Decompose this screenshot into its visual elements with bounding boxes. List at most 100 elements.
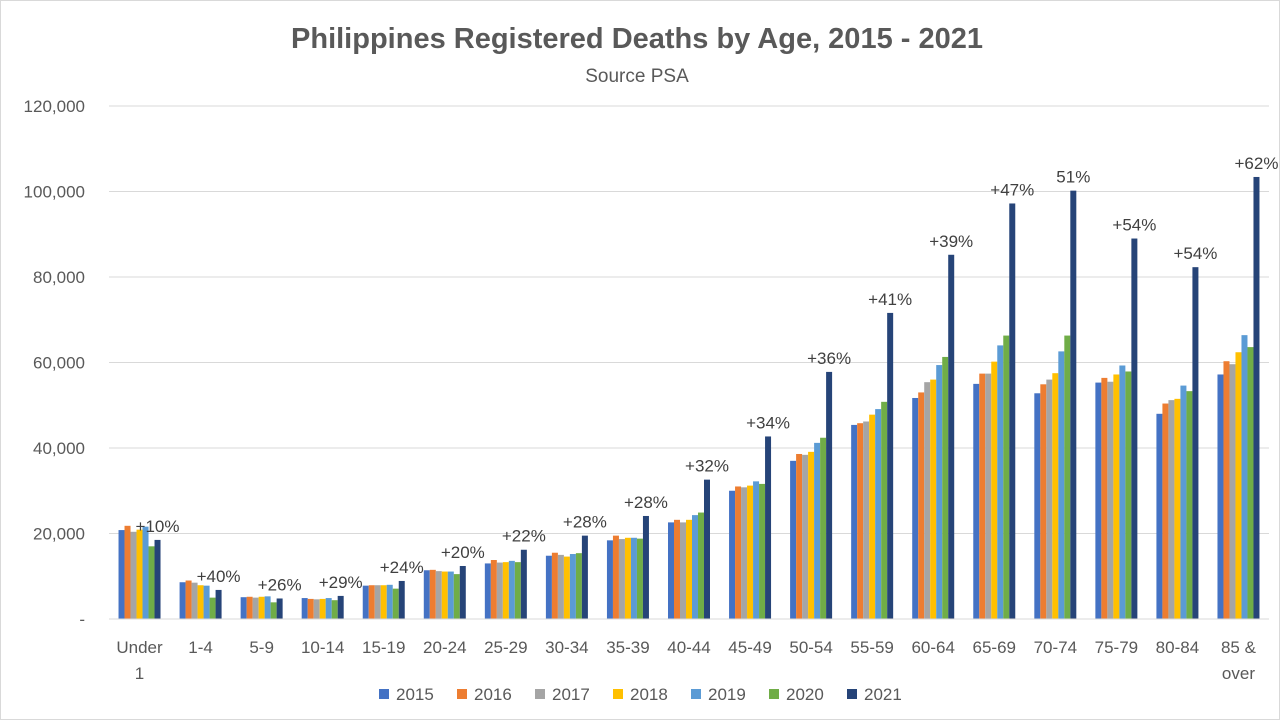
annotation-label: +41% <box>868 290 912 309</box>
bar-2019-3 <box>325 598 332 619</box>
bar-2018-4 <box>380 585 387 619</box>
bar-2016-9 <box>674 519 680 619</box>
bar-2019-18 <box>1241 335 1248 619</box>
x-tick-label: 5-9 <box>249 638 274 657</box>
bar-2015-6 <box>484 563 491 619</box>
bar-2015-17 <box>1156 413 1163 619</box>
bar-2019-11 <box>814 442 821 619</box>
annotation-label: +28% <box>624 493 668 512</box>
bar-2020-4 <box>392 588 399 619</box>
legend-label: 2018 <box>630 685 668 704</box>
x-tick-label: 65-69 <box>973 638 1016 657</box>
bar-2020-7 <box>575 553 582 619</box>
bar-2016-6 <box>490 560 497 619</box>
bar-2018-12 <box>869 414 876 619</box>
bar-2020-3 <box>331 600 338 619</box>
bar-2016-17 <box>1162 403 1169 619</box>
x-tick-label: 15-19 <box>362 638 405 657</box>
x-tick-label: 1-4 <box>188 638 213 657</box>
bar-2017-11 <box>802 454 809 619</box>
y-tick-label: 20,000 <box>33 525 85 544</box>
annotation-label: +47% <box>990 180 1034 199</box>
y-tick-label: 120,000 <box>24 97 85 116</box>
x-tick-label: 20-24 <box>423 638 466 657</box>
bar-2016-16 <box>1101 377 1108 619</box>
bar-2017-16 <box>1107 381 1114 619</box>
annotation-label: +10% <box>136 517 180 536</box>
bar-2016-12 <box>857 423 864 619</box>
bar-2021-9 <box>704 479 710 619</box>
bar-2018-13 <box>930 379 937 619</box>
legend-swatch-2018 <box>613 689 623 699</box>
legend-swatch-2019 <box>691 689 701 699</box>
bar-2016-0 <box>124 525 131 619</box>
legend-swatch-2015 <box>379 689 389 699</box>
x-axis: Under 1 1-4 5-9 10-14 15-19 20-24 25-29 30-34 35-… <box>109 618 1269 683</box>
annotation-label: +20% <box>441 543 485 562</box>
legend-label: 2015 <box>396 685 434 704</box>
bar-2017-10 <box>741 487 748 619</box>
legend-swatch-2017 <box>535 689 545 699</box>
bar-2015-7 <box>545 555 552 619</box>
bar-2019-10 <box>753 481 760 619</box>
legend-label: 2020 <box>786 685 824 704</box>
y-axis: - 20,000 40,000 60,000 80,000 100,000 120,000 <box>24 97 85 629</box>
bar-2021-5 <box>459 565 466 619</box>
bar-2021-8 <box>642 515 649 619</box>
bar-2021-13 <box>948 254 955 619</box>
bar-2020-15 <box>1064 335 1071 619</box>
bar-2018-17 <box>1174 398 1181 619</box>
bar-2015-3 <box>301 598 308 619</box>
legend-swatch-2016 <box>457 689 467 699</box>
bar-2017-0 <box>130 531 137 619</box>
bar-2016-4 <box>368 585 375 619</box>
annotation-label: +36% <box>807 349 851 368</box>
bar-2021-7 <box>581 535 588 619</box>
chart-title: Philippines Registered Deaths by Age, 20… <box>291 23 983 55</box>
bar-2019-8 <box>630 537 637 619</box>
annotation-label: +62% <box>1234 154 1278 173</box>
x-tick-label: 45-49 <box>728 638 771 657</box>
x-tick-label: 30-34 <box>545 638 588 657</box>
bar-2016-15 <box>1040 384 1047 619</box>
bar-2021-11 <box>826 371 833 619</box>
bar-2015-10 <box>729 490 736 619</box>
bar-2019-5 <box>447 571 454 619</box>
bar-2017-9 <box>680 522 686 619</box>
bar-2021-2 <box>276 598 283 619</box>
bar-2015-9 <box>668 522 674 619</box>
annotation-label: +29% <box>319 573 363 592</box>
y-tick-label: 60,000 <box>33 354 85 373</box>
bar-2019-17 <box>1180 385 1187 619</box>
bar-2018-15 <box>1052 373 1059 619</box>
bar-2021-12 <box>887 312 894 619</box>
bar-2021-16 <box>1131 238 1138 619</box>
x-tick-label: 50-54 <box>789 638 832 657</box>
bar-2018-3 <box>319 598 326 619</box>
bar-2018-18 <box>1235 352 1242 619</box>
legend-label: 2019 <box>708 685 746 704</box>
bar-2018-8 <box>624 537 631 619</box>
bar-2015-5 <box>423 570 430 619</box>
bar-2019-15 <box>1058 351 1065 619</box>
bar-2021-6 <box>520 549 527 619</box>
bar-2015-15 <box>1034 393 1041 619</box>
bar-2020-11 <box>820 437 827 619</box>
bar-2016-11 <box>796 453 803 619</box>
bar-2017-7 <box>557 554 564 619</box>
bar-2021-10 <box>765 436 772 619</box>
bar-2018-16 <box>1113 374 1120 619</box>
bar-2017-17 <box>1168 400 1175 619</box>
bar-2016-5 <box>429 569 436 619</box>
legend: 2015 2016 2017 2018 2019 2020 2021 <box>379 685 902 704</box>
bar-2020-16 <box>1125 371 1132 619</box>
annotation-label: +32% <box>685 457 729 476</box>
legend-label: 2021 <box>864 685 902 704</box>
bar-2020-13 <box>942 356 949 619</box>
bar-2019-6 <box>508 560 515 619</box>
bar-2015-12 <box>851 424 858 619</box>
bar-2021-17 <box>1192 267 1199 619</box>
x-tick-label: 55-59 <box>850 638 893 657</box>
bar-2015-2 <box>240 597 247 619</box>
